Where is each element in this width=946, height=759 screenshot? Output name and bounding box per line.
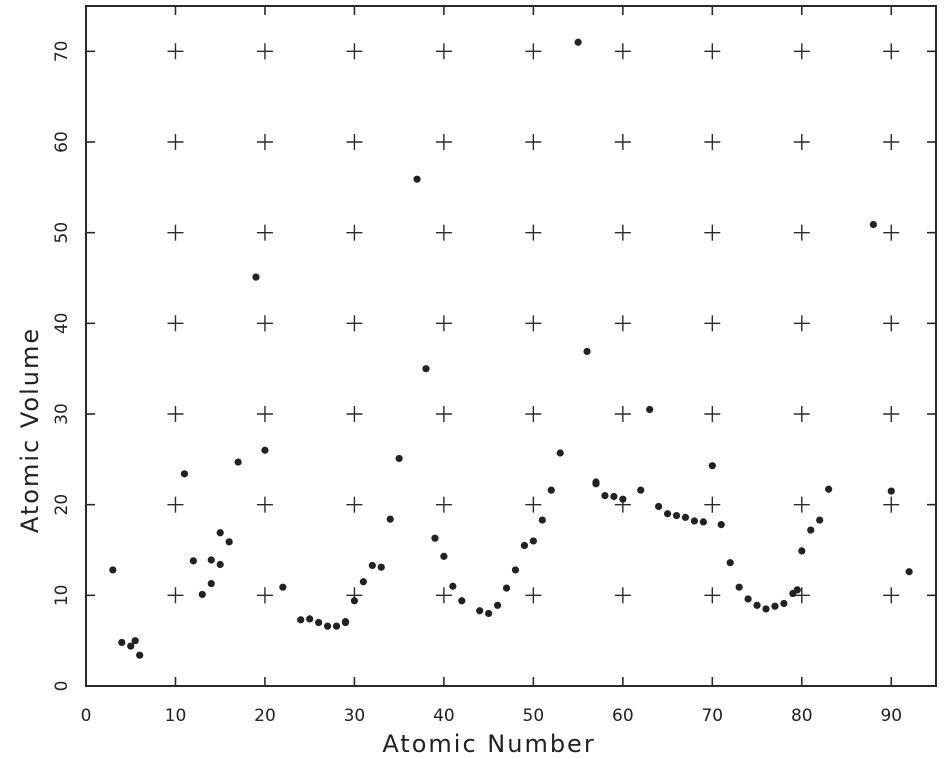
y-tick-label: 70 [52, 41, 72, 63]
data-point [663, 510, 672, 518]
data-point [207, 556, 215, 564]
data-point [762, 605, 770, 613]
x-tick-label: 60 [612, 706, 634, 726]
data-point [690, 517, 699, 525]
data-point [520, 541, 529, 550]
data-point [583, 347, 591, 356]
y-tick-label: 20 [52, 494, 72, 516]
data-point [234, 458, 242, 466]
data-point [726, 559, 734, 567]
data-point [869, 220, 877, 229]
data-point [131, 637, 139, 645]
data-point [529, 537, 537, 545]
data-point [431, 534, 439, 542]
data-point [735, 583, 743, 591]
data-point [619, 495, 627, 503]
data-point [225, 538, 233, 546]
data-point [306, 615, 314, 623]
data-point [386, 515, 394, 523]
data-point [279, 583, 287, 591]
data-point [681, 513, 690, 521]
data-point [261, 446, 269, 454]
y-tick-label: 60 [52, 131, 72, 153]
data-point [323, 622, 332, 630]
data-point [610, 492, 618, 501]
plot-area: 0 10 20 30 40 50 60 70 80 90 0 10 20 30 40 50 60 70 [52, 5, 937, 726]
data-point [332, 622, 341, 630]
x-tick-label: 10 [165, 706, 187, 726]
x-tick-label: 0 [81, 706, 92, 726]
data-point [905, 568, 913, 576]
data-point [395, 454, 403, 463]
data-point [216, 560, 224, 569]
data-point [807, 526, 815, 534]
x-tick-label: 20 [254, 706, 276, 726]
data-point [825, 485, 833, 493]
data-point [753, 601, 761, 609]
y-tick-label: 40 [52, 313, 72, 335]
data-point [574, 38, 582, 46]
data-point [252, 273, 260, 281]
data-point [350, 597, 359, 605]
data-point [189, 557, 197, 565]
x-tick-label: 50 [523, 706, 545, 726]
data-point [207, 579, 215, 588]
data-point [458, 597, 466, 605]
x-tick-label: 30 [344, 706, 366, 726]
data-point [413, 175, 421, 183]
data-point [449, 582, 457, 590]
data-point [315, 618, 323, 627]
y-axis-label: Atomic Volume [16, 327, 44, 533]
x-tick-label: 90 [880, 706, 902, 726]
y-tick-label: 50 [52, 222, 72, 244]
y-tick-label: 10 [52, 585, 72, 607]
data-point [601, 492, 609, 500]
data-point [887, 487, 895, 495]
data-point [136, 651, 144, 659]
data-point [368, 561, 376, 570]
y-tick-label: 30 [52, 403, 72, 425]
y-tick-label: 0 [52, 681, 72, 692]
data-point [637, 486, 645, 494]
data-point [216, 529, 224, 537]
data-point [180, 470, 189, 478]
data-point [118, 638, 126, 647]
data-point [780, 599, 788, 608]
x-tick-label: 80 [791, 706, 813, 726]
x-tick-label: 40 [433, 706, 455, 726]
data-point [198, 590, 206, 599]
data-point [359, 578, 367, 586]
data-point [798, 547, 806, 555]
data-point [672, 511, 681, 520]
data-point [476, 607, 484, 615]
data-point [708, 462, 716, 470]
data-point [440, 552, 448, 560]
data-point [793, 586, 801, 594]
data-point [511, 566, 520, 574]
data-point [493, 601, 502, 609]
data-point [592, 480, 600, 488]
data-point [109, 566, 117, 574]
x-tick-label: 70 [701, 706, 723, 726]
data-point [744, 595, 752, 603]
data-point [556, 449, 564, 457]
data-point [771, 602, 779, 610]
data-point [377, 563, 385, 571]
data-point [646, 405, 654, 414]
data-point [538, 516, 546, 524]
data-point [699, 518, 707, 526]
data-point [547, 486, 555, 494]
x-axis-label: Atomic Number [382, 730, 595, 758]
data-point [655, 502, 663, 511]
plot-frame [85, 5, 937, 687]
data-point [297, 616, 305, 624]
data-point [816, 516, 824, 524]
data-point [341, 618, 350, 626]
data-point [422, 365, 430, 373]
data-point [502, 584, 511, 592]
data-point [485, 609, 493, 618]
data-point [717, 521, 725, 529]
data-point [127, 642, 135, 650]
